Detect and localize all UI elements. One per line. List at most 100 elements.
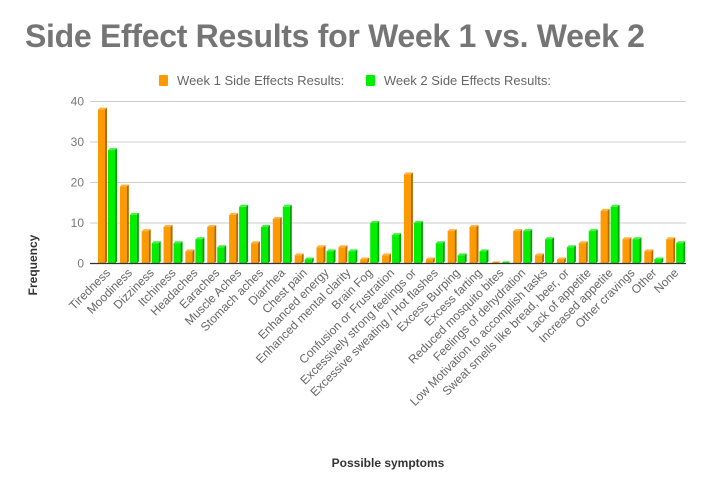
bar-side bbox=[432, 257, 435, 264]
legend-item-week1[interactable]: Week 1 Side Effects Results: bbox=[159, 73, 344, 88]
bar-week1[interactable] bbox=[185, 249, 195, 264]
bar-week2[interactable] bbox=[195, 237, 205, 264]
bar-top bbox=[610, 204, 620, 207]
bar-week2[interactable] bbox=[392, 233, 402, 264]
bar-face bbox=[370, 223, 378, 264]
bar-week1[interactable] bbox=[119, 184, 129, 264]
bar-side bbox=[367, 257, 370, 264]
bar-face bbox=[382, 255, 390, 264]
bar-face bbox=[676, 243, 684, 264]
bar-week2[interactable] bbox=[588, 229, 598, 264]
legend-swatch-week1 bbox=[159, 75, 169, 86]
bar-week2[interactable] bbox=[282, 204, 292, 264]
bar-face bbox=[360, 259, 368, 264]
bar-week2[interactable] bbox=[566, 245, 576, 264]
x-axis-labels: TirednessMoodinessDizzinessItchinessHead… bbox=[66, 265, 681, 408]
bar-week2[interactable] bbox=[413, 221, 423, 264]
bar-top bbox=[239, 204, 249, 207]
bar-week1[interactable] bbox=[513, 229, 523, 264]
bar-week2[interactable] bbox=[370, 221, 380, 264]
bar-week2[interactable] bbox=[217, 245, 227, 264]
bar-top bbox=[260, 225, 270, 228]
bar-week2[interactable] bbox=[523, 229, 533, 264]
bar-top bbox=[654, 257, 664, 260]
bar-week2[interactable] bbox=[610, 204, 620, 264]
bar-top bbox=[632, 237, 642, 240]
bar-week1[interactable] bbox=[294, 253, 304, 264]
bar-face bbox=[588, 231, 596, 264]
bar-top bbox=[282, 204, 292, 207]
bar-face bbox=[644, 251, 652, 264]
bar-week1[interactable] bbox=[644, 249, 654, 264]
bar-week1[interactable] bbox=[666, 237, 676, 264]
bar-face bbox=[413, 223, 421, 264]
bar-week2[interactable] bbox=[479, 249, 489, 264]
bar-week1[interactable] bbox=[425, 257, 435, 264]
bar-week2[interactable] bbox=[654, 257, 664, 264]
bar-week1[interactable] bbox=[556, 257, 566, 264]
bar-week1[interactable] bbox=[382, 253, 392, 264]
bar-week1[interactable] bbox=[229, 212, 239, 264]
bar-top bbox=[622, 237, 632, 240]
bar-top bbox=[173, 241, 183, 244]
bar-week2[interactable] bbox=[151, 241, 161, 264]
bar-week2[interactable] bbox=[435, 241, 445, 264]
bar-week2[interactable] bbox=[545, 237, 555, 264]
bar-week1[interactable] bbox=[535, 253, 545, 264]
bar-side bbox=[323, 245, 326, 264]
bar-side bbox=[148, 229, 151, 264]
bar-week2[interactable] bbox=[173, 241, 183, 264]
bar-week1[interactable] bbox=[578, 241, 588, 264]
legend-item-week2[interactable]: Week 2 Side Effects Results: bbox=[365, 73, 551, 88]
bar-week1[interactable] bbox=[272, 216, 282, 264]
bar-week1[interactable] bbox=[469, 225, 479, 264]
bar-side bbox=[105, 107, 107, 264]
bar-face bbox=[338, 247, 346, 264]
bar-week1[interactable] bbox=[360, 257, 370, 264]
bar-face bbox=[141, 231, 149, 264]
bar-week2[interactable] bbox=[304, 257, 314, 264]
bar-side bbox=[289, 204, 292, 264]
bar-week1[interactable] bbox=[207, 225, 217, 264]
bar-week1[interactable] bbox=[447, 229, 457, 264]
bar-face bbox=[239, 206, 247, 264]
bar-top bbox=[578, 241, 588, 244]
bar-top bbox=[666, 237, 676, 240]
bar-face bbox=[425, 259, 433, 264]
bar-top bbox=[523, 229, 533, 232]
bar-week2[interactable] bbox=[348, 249, 358, 264]
bar-face bbox=[666, 239, 674, 264]
bar-week2[interactable] bbox=[239, 204, 249, 264]
bar-face bbox=[566, 247, 574, 264]
bar-top bbox=[644, 249, 654, 252]
bar-top bbox=[108, 148, 117, 151]
bar-side bbox=[279, 216, 282, 264]
bar-week2[interactable] bbox=[108, 148, 117, 264]
bar-top bbox=[600, 208, 610, 211]
bar-week2[interactable] bbox=[632, 237, 642, 264]
bar-week2[interactable] bbox=[457, 253, 467, 264]
bar-top bbox=[447, 229, 457, 232]
bar-side bbox=[617, 204, 620, 264]
bar-face bbox=[610, 206, 618, 264]
bar-week2[interactable] bbox=[326, 249, 336, 264]
bar-face bbox=[600, 210, 608, 264]
bar-week1[interactable] bbox=[141, 229, 151, 264]
bar-side bbox=[246, 204, 249, 264]
bar-week2[interactable] bbox=[129, 212, 139, 264]
bar-week1[interactable] bbox=[163, 225, 173, 264]
bar-week1[interactable] bbox=[600, 208, 610, 264]
bar-week2[interactable] bbox=[260, 225, 270, 264]
bar-week2[interactable] bbox=[676, 241, 686, 264]
bar-side bbox=[486, 249, 489, 264]
bar-week1[interactable] bbox=[403, 172, 413, 264]
bar-week1[interactable] bbox=[622, 237, 632, 264]
bar-week1[interactable] bbox=[316, 245, 326, 264]
bar-week1[interactable] bbox=[250, 241, 260, 264]
bar-week1[interactable] bbox=[338, 245, 348, 264]
bar-face bbox=[260, 227, 268, 264]
bar-week1[interactable] bbox=[98, 107, 107, 264]
legend: Week 1 Side Effects Results: Week 2 Side… bbox=[0, 73, 710, 89]
bar-side bbox=[420, 221, 423, 264]
